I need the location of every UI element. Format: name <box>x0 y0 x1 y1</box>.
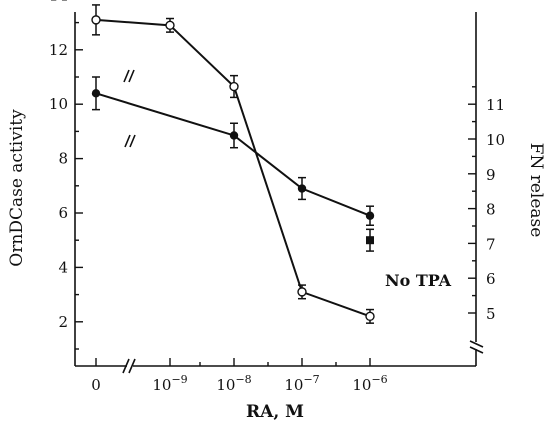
left-y-tick-label: 6 <box>58 204 68 222</box>
open-circle-marker <box>365 311 375 322</box>
left-y-tick-label: 12 <box>49 41 68 59</box>
filled-circle-marker <box>297 184 307 193</box>
open-circle-marker <box>297 287 307 297</box>
markers <box>91 15 375 322</box>
no-tpa-label: No TPA <box>385 271 452 290</box>
axes <box>74 12 477 367</box>
left-y-tick-label: 8 <box>58 150 68 168</box>
x-tick-label-base: 10 <box>284 376 303 394</box>
x-axis-break-mark <box>122 358 136 374</box>
x-tick-label: 10−6 <box>352 373 387 394</box>
series-filled-line <box>95 92 371 217</box>
x-tick-label: 10−7 <box>284 373 319 394</box>
left-y-axis-title: OrnDCase activity <box>7 109 27 267</box>
filled-circle-marker <box>229 131 239 140</box>
curve-breaks <box>123 69 136 148</box>
ticks <box>75 21 476 366</box>
open-circle-marker <box>229 81 239 92</box>
tick-labels: 2468101214567891011010−910−810−710−6 <box>49 0 505 394</box>
open-circle-marker <box>165 20 175 31</box>
right-y-tick-label: 7 <box>486 235 496 253</box>
right-y-axis-title: FN release <box>526 143 546 238</box>
right-y-tick-label: 8 <box>486 201 496 219</box>
left-y-tick-label: 2 <box>58 313 68 331</box>
right-y-tick-label: 6 <box>486 270 496 288</box>
x-tick-label-base: 10 <box>216 376 235 394</box>
filled-series-break-mark <box>124 134 136 148</box>
right-axis-break-mark <box>469 340 484 354</box>
x-tick-label-base: 10 <box>152 376 171 394</box>
filled-circle-marker <box>91 89 101 98</box>
filled-circle-marker <box>365 211 375 220</box>
x-tick-label-exponent: −7 <box>303 373 319 386</box>
right-y-tick-label: 10 <box>486 131 505 149</box>
series-open-line <box>95 18 371 318</box>
x-tick-label-base: 0 <box>91 376 101 394</box>
x-tick-label: 0 <box>91 376 101 394</box>
series-lines <box>95 18 371 318</box>
right-y-tick-label: 11 <box>486 96 505 114</box>
x-tick-label: 10−8 <box>216 373 251 394</box>
filled-square-marker <box>366 236 374 245</box>
left-y-tick-label: 14 <box>49 0 68 4</box>
right-y-tick-label: 9 <box>486 166 496 184</box>
axis-breaks <box>122 340 484 374</box>
x-axis-title: RA, M <box>246 402 304 422</box>
x-tick-label: 10−9 <box>152 373 187 394</box>
left-y-tick-label: 10 <box>49 95 68 113</box>
error-bars <box>92 4 374 324</box>
x-tick-label-exponent: −9 <box>171 373 187 386</box>
x-tick-label-exponent: −8 <box>235 373 251 386</box>
x-tick-label-exponent: −6 <box>371 373 387 386</box>
open-circle-marker <box>91 15 101 25</box>
left-y-tick-label: 4 <box>58 258 68 276</box>
open-series-break-mark <box>123 69 135 83</box>
x-tick-label-base: 10 <box>352 376 371 394</box>
right-y-tick-label: 5 <box>486 305 496 323</box>
